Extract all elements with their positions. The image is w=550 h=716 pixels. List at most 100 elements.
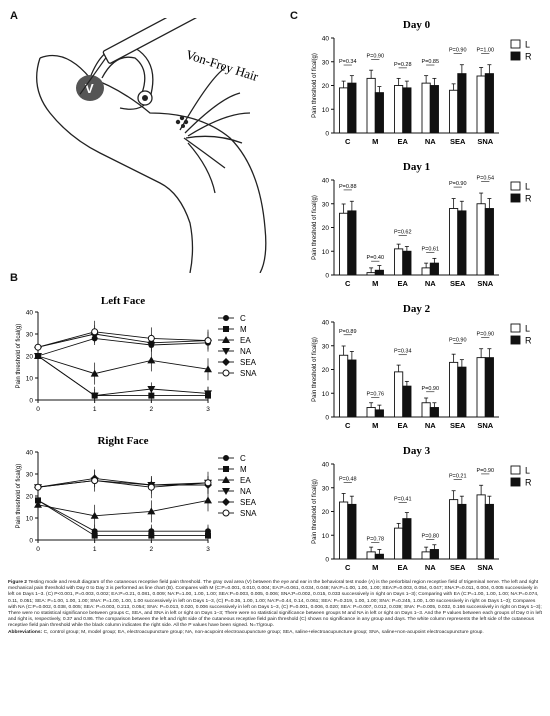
p-value: P=1.00 xyxy=(476,48,494,54)
category-label: NA xyxy=(425,421,436,430)
series-line xyxy=(37,499,209,517)
area-label: V xyxy=(85,81,94,96)
y-tick-label: 10 xyxy=(322,533,330,540)
y-tick-label: 30 xyxy=(26,472,34,479)
category-label: EA xyxy=(398,279,409,288)
point xyxy=(90,511,99,519)
category-label: SEA xyxy=(450,279,466,288)
point xyxy=(222,476,230,483)
point xyxy=(204,365,212,373)
bar xyxy=(476,203,486,276)
bar-chart-3: Day 3 0 10 20 30 40 Pain threshold of fical(g)… xyxy=(312,445,532,572)
y-tick-label: 30 xyxy=(26,332,34,339)
legend-label: SNA xyxy=(240,509,257,518)
panel-c-charts: Day 0 0 10 20 30 40 Pain threshold of fical(g)… xyxy=(312,19,532,572)
p-value: P=0.90 xyxy=(449,48,467,54)
point xyxy=(34,500,42,508)
y-tick-label: 40 xyxy=(322,36,330,43)
bar xyxy=(449,499,459,560)
p-value: P=0.90 xyxy=(476,468,494,474)
series-line xyxy=(37,333,209,348)
point xyxy=(148,392,155,399)
bar xyxy=(476,75,486,134)
instrument-label: Von-Frey Hair xyxy=(184,47,261,85)
bar xyxy=(347,210,357,276)
legend-label: L xyxy=(525,40,530,50)
legend-swatch xyxy=(510,465,521,475)
y-axis-label: Pain threshold of fical(g) xyxy=(312,195,318,260)
series-line xyxy=(37,355,208,397)
point xyxy=(223,315,229,321)
x-tick-label: 3 xyxy=(206,406,210,413)
point xyxy=(223,466,229,472)
line-chart-0: Left Face 0 10 20 30 40 0 1 2 3 Pain threshold of … xyxy=(16,295,257,413)
p-value: P=0.90 xyxy=(476,332,494,338)
y-tick-label: 20 xyxy=(322,225,330,232)
p-value: P=0.41 xyxy=(394,496,412,502)
figure-caption: Figure 2 Testing mode and result diagram… xyxy=(8,580,544,636)
legend-label: NA xyxy=(240,347,252,356)
p-value: P=0.62 xyxy=(394,230,412,236)
p-value: P=0.90 xyxy=(366,53,384,59)
point xyxy=(34,353,42,360)
bar xyxy=(347,82,357,134)
chart-title: Day 0 xyxy=(403,19,431,31)
category-label: NA xyxy=(425,279,436,288)
y-tick-label: 0 xyxy=(325,273,329,280)
chart-title: Day 3 xyxy=(403,445,431,457)
point xyxy=(222,488,230,495)
bar xyxy=(421,267,431,276)
bar xyxy=(339,212,349,276)
category-label: M xyxy=(372,421,378,430)
bar xyxy=(429,262,439,276)
legend-swatch xyxy=(510,181,521,191)
legend-label: M xyxy=(240,325,247,334)
y-axis-label: Pain threshold of fical(g) xyxy=(312,337,318,402)
category-label: C xyxy=(345,279,351,288)
bar xyxy=(457,73,467,134)
bar xyxy=(421,551,431,560)
series-line xyxy=(37,500,208,537)
point xyxy=(204,337,212,345)
point xyxy=(204,496,212,504)
point xyxy=(91,477,99,485)
y-tick-label: 0 xyxy=(29,538,33,545)
series-line xyxy=(37,331,209,348)
y-tick-label: 10 xyxy=(322,391,330,398)
p-value: P=0.88 xyxy=(339,184,357,190)
y-tick-label: 30 xyxy=(322,343,330,350)
p-value: P=0.85 xyxy=(421,59,439,65)
point xyxy=(205,532,211,539)
y-tick-label: 40 xyxy=(322,462,330,469)
y-tick-label: 20 xyxy=(26,494,34,501)
legend-label: M xyxy=(240,465,247,474)
series-line xyxy=(37,500,208,532)
caption-text: Testing mode and result diagram of the c… xyxy=(8,580,543,629)
p-value: P=0.28 xyxy=(394,62,412,68)
x-tick-label: 2 xyxy=(150,406,154,413)
series-line xyxy=(37,337,209,357)
category-label: NA xyxy=(425,563,436,572)
y-axis-label: Pain threshold of fical(g) xyxy=(16,464,22,529)
point xyxy=(222,358,230,366)
series-line xyxy=(37,480,209,488)
bar xyxy=(476,494,486,560)
y-axis-label: Pain threshold of fical(g) xyxy=(312,479,318,544)
category-label: EA xyxy=(398,563,409,572)
chart-title: Left Face xyxy=(101,295,145,307)
y-tick-label: 40 xyxy=(26,310,34,317)
bar xyxy=(484,503,494,560)
point xyxy=(147,334,155,342)
y-tick-label: 30 xyxy=(322,201,330,208)
y-tick-label: 10 xyxy=(322,249,330,256)
y-tick-label: 40 xyxy=(322,178,330,185)
bar xyxy=(457,210,467,276)
category-label: M xyxy=(372,563,378,572)
bar-chart-0: Day 0 0 10 20 30 40 Pain threshold of fical(g)… xyxy=(312,19,532,146)
p-value: P=0.90 xyxy=(449,181,467,187)
point xyxy=(222,336,230,343)
p-value: P=0.34 xyxy=(394,349,412,355)
legend-label: SNA xyxy=(240,369,257,378)
category-label: C xyxy=(345,563,351,572)
